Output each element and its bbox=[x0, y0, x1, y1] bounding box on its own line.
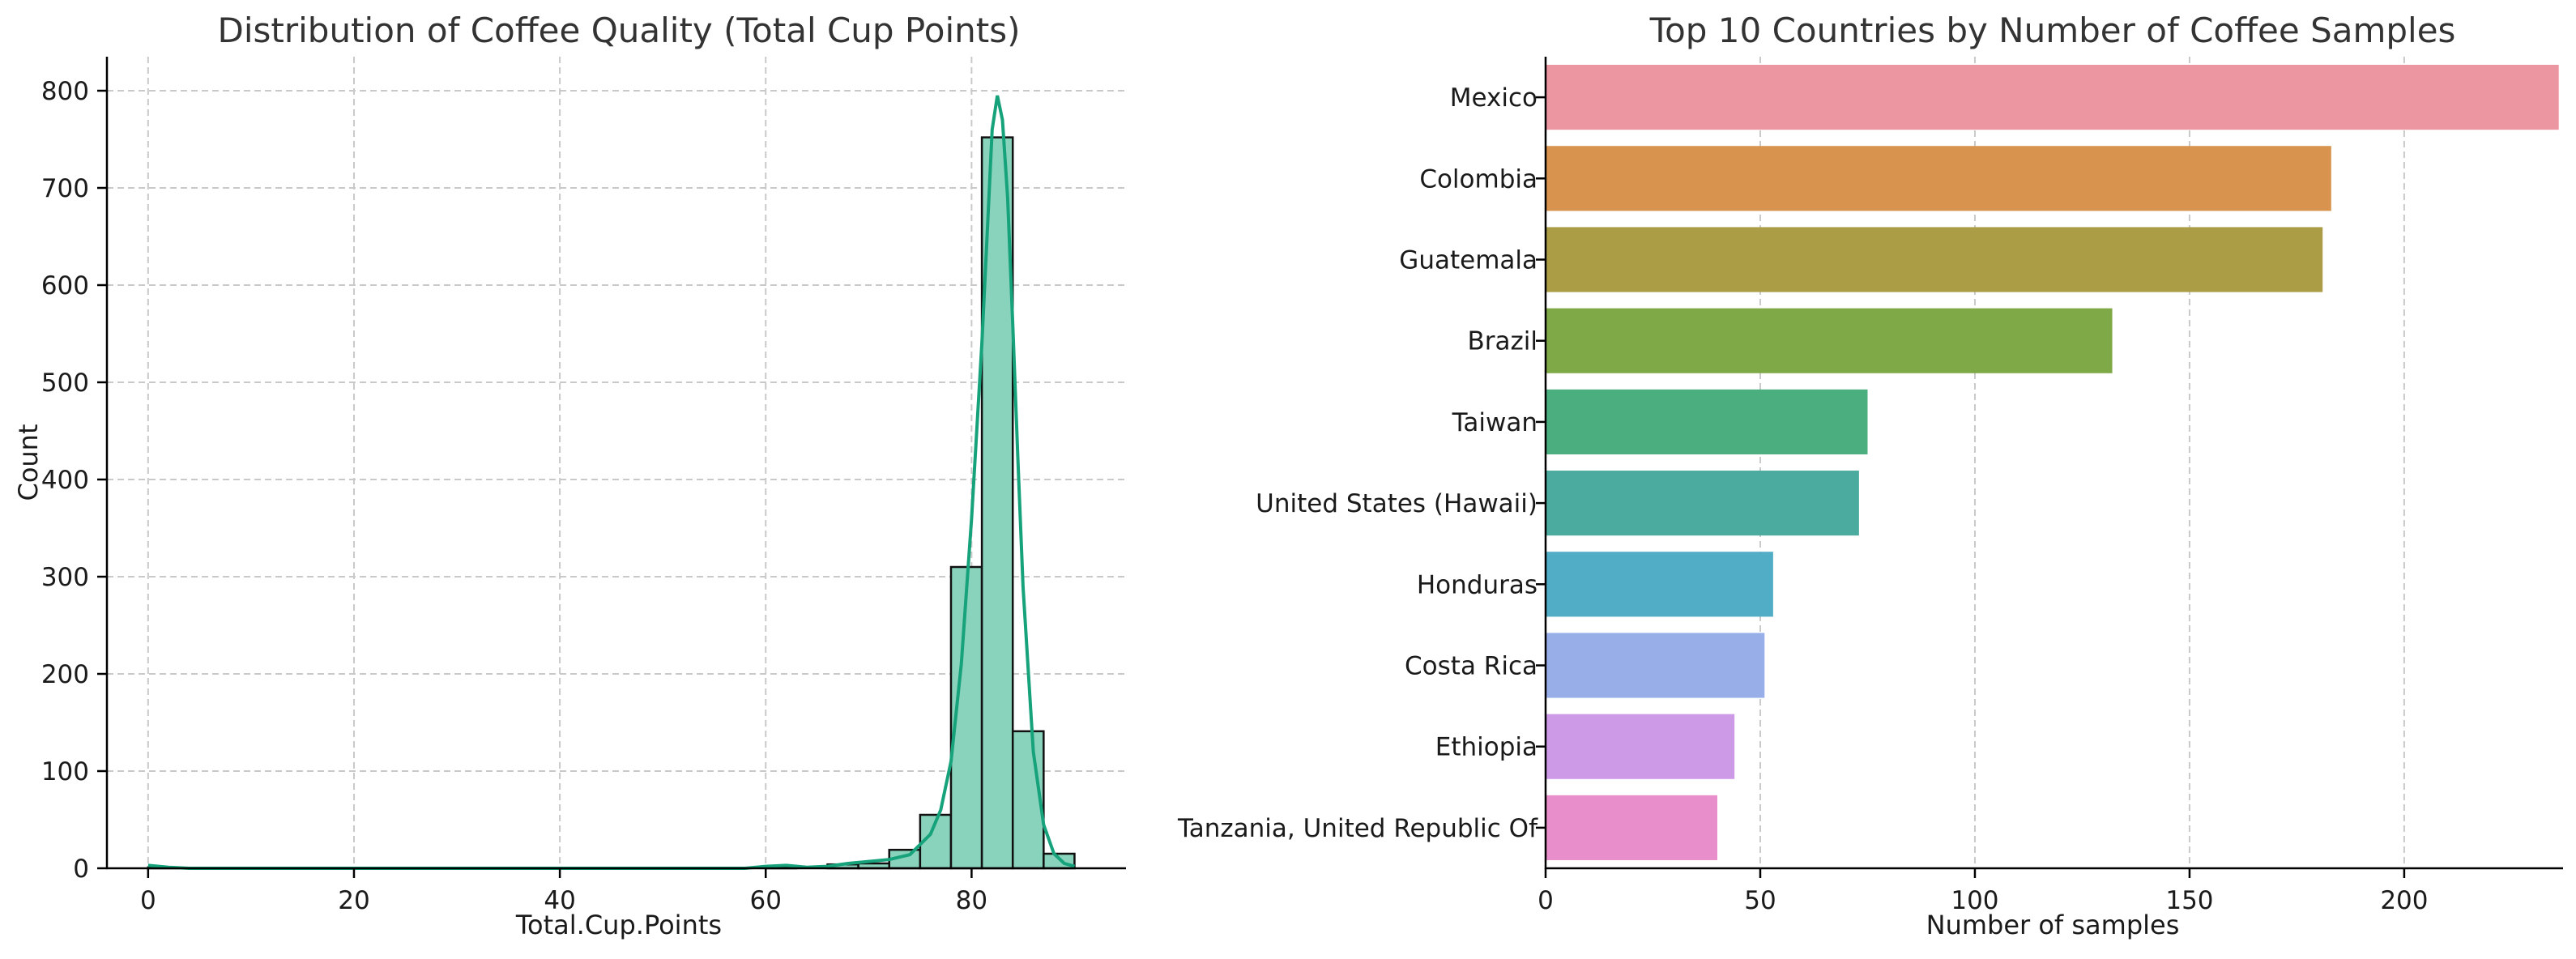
country-bar bbox=[1546, 65, 2559, 130]
histogram-y-tick-label: 700 bbox=[41, 174, 89, 203]
country-bars bbox=[1546, 65, 2559, 860]
country-label: Mexico bbox=[1450, 83, 1537, 113]
country-bar-panel: Top 10 Countries by Number of Coffee Sam… bbox=[1177, 11, 2563, 940]
country-bar bbox=[1546, 308, 2113, 373]
histogram-y-axis-label: Count bbox=[13, 424, 44, 501]
country-chart-title: Top 10 Countries by Number of Coffee Sam… bbox=[1649, 11, 2456, 50]
country-label: Costa Rica bbox=[1405, 652, 1537, 681]
country-x-axis-label: Number of samples bbox=[1926, 910, 2180, 940]
country-bar bbox=[1546, 389, 1868, 454]
histogram-y-tick-label: 500 bbox=[41, 369, 89, 398]
histogram-x-axis-label: Total.Cup.Points bbox=[515, 910, 722, 940]
histogram-bars bbox=[147, 136, 1076, 870]
histogram-y-tick-label: 200 bbox=[41, 660, 89, 689]
histogram-title: Distribution of Coffee Quality (Total Cu… bbox=[218, 11, 1021, 50]
histogram-x-ticks: 0 20 40 60 80 bbox=[140, 868, 987, 915]
country-bar bbox=[1546, 552, 1773, 617]
histogram-x-tick-label: 20 bbox=[338, 886, 369, 915]
histogram-y-tick-label: 100 bbox=[41, 757, 89, 786]
histogram-y-ticks: 0 100 200 300 400 500 600 700 800 bbox=[41, 77, 107, 884]
country-bar bbox=[1546, 633, 1765, 698]
country-bar bbox=[1546, 471, 1859, 536]
country-x-tick-label: 0 bbox=[1537, 886, 1554, 915]
country-label: Ethiopia bbox=[1435, 733, 1537, 762]
country-label: Guatemala bbox=[1399, 246, 1537, 275]
country-bar bbox=[1546, 714, 1735, 779]
country-x-tick-label: 150 bbox=[2165, 886, 2213, 915]
country-bar bbox=[1546, 227, 2323, 292]
country-bar bbox=[1546, 146, 2331, 211]
histogram-y-tick-label: 0 bbox=[73, 855, 89, 884]
country-x-tick-label: 100 bbox=[1951, 886, 1998, 915]
histogram-grid bbox=[107, 57, 1126, 869]
country-label: Colombia bbox=[1419, 164, 1537, 194]
histogram-y-tick-label: 800 bbox=[41, 77, 89, 106]
country-x-ticks: 0 50 100 150 200 bbox=[1537, 868, 2429, 915]
histogram-x-tick-label: 60 bbox=[750, 886, 782, 915]
country-label: United States (Hawaii) bbox=[1256, 489, 1537, 518]
histogram-x-tick-label: 80 bbox=[956, 886, 987, 915]
histogram-x-tick-label: 40 bbox=[544, 886, 575, 915]
country-label: Honduras bbox=[1417, 570, 1537, 599]
histogram-panel: Distribution of Coffee Quality (Total Cu… bbox=[13, 11, 1126, 940]
country-bar bbox=[1546, 795, 1717, 860]
country-label: Tanzania, United Republic Of bbox=[1177, 814, 1538, 843]
histogram-y-tick-label: 400 bbox=[41, 466, 89, 495]
country-x-tick-label: 50 bbox=[1744, 886, 1776, 915]
histogram-x-tick-label: 0 bbox=[140, 886, 156, 915]
country-label: Brazil bbox=[1467, 327, 1537, 356]
country-y-ticks: Mexico Colombia Guatemala Brazil Taiwan Unite… bbox=[1177, 83, 1546, 843]
country-label: Taiwan bbox=[1452, 408, 1537, 437]
histogram-y-tick-label: 300 bbox=[41, 563, 89, 592]
histogram-y-tick-label: 600 bbox=[41, 271, 89, 300]
histogram-kde-line bbox=[147, 95, 1076, 870]
country-x-tick-label: 200 bbox=[2380, 886, 2428, 915]
